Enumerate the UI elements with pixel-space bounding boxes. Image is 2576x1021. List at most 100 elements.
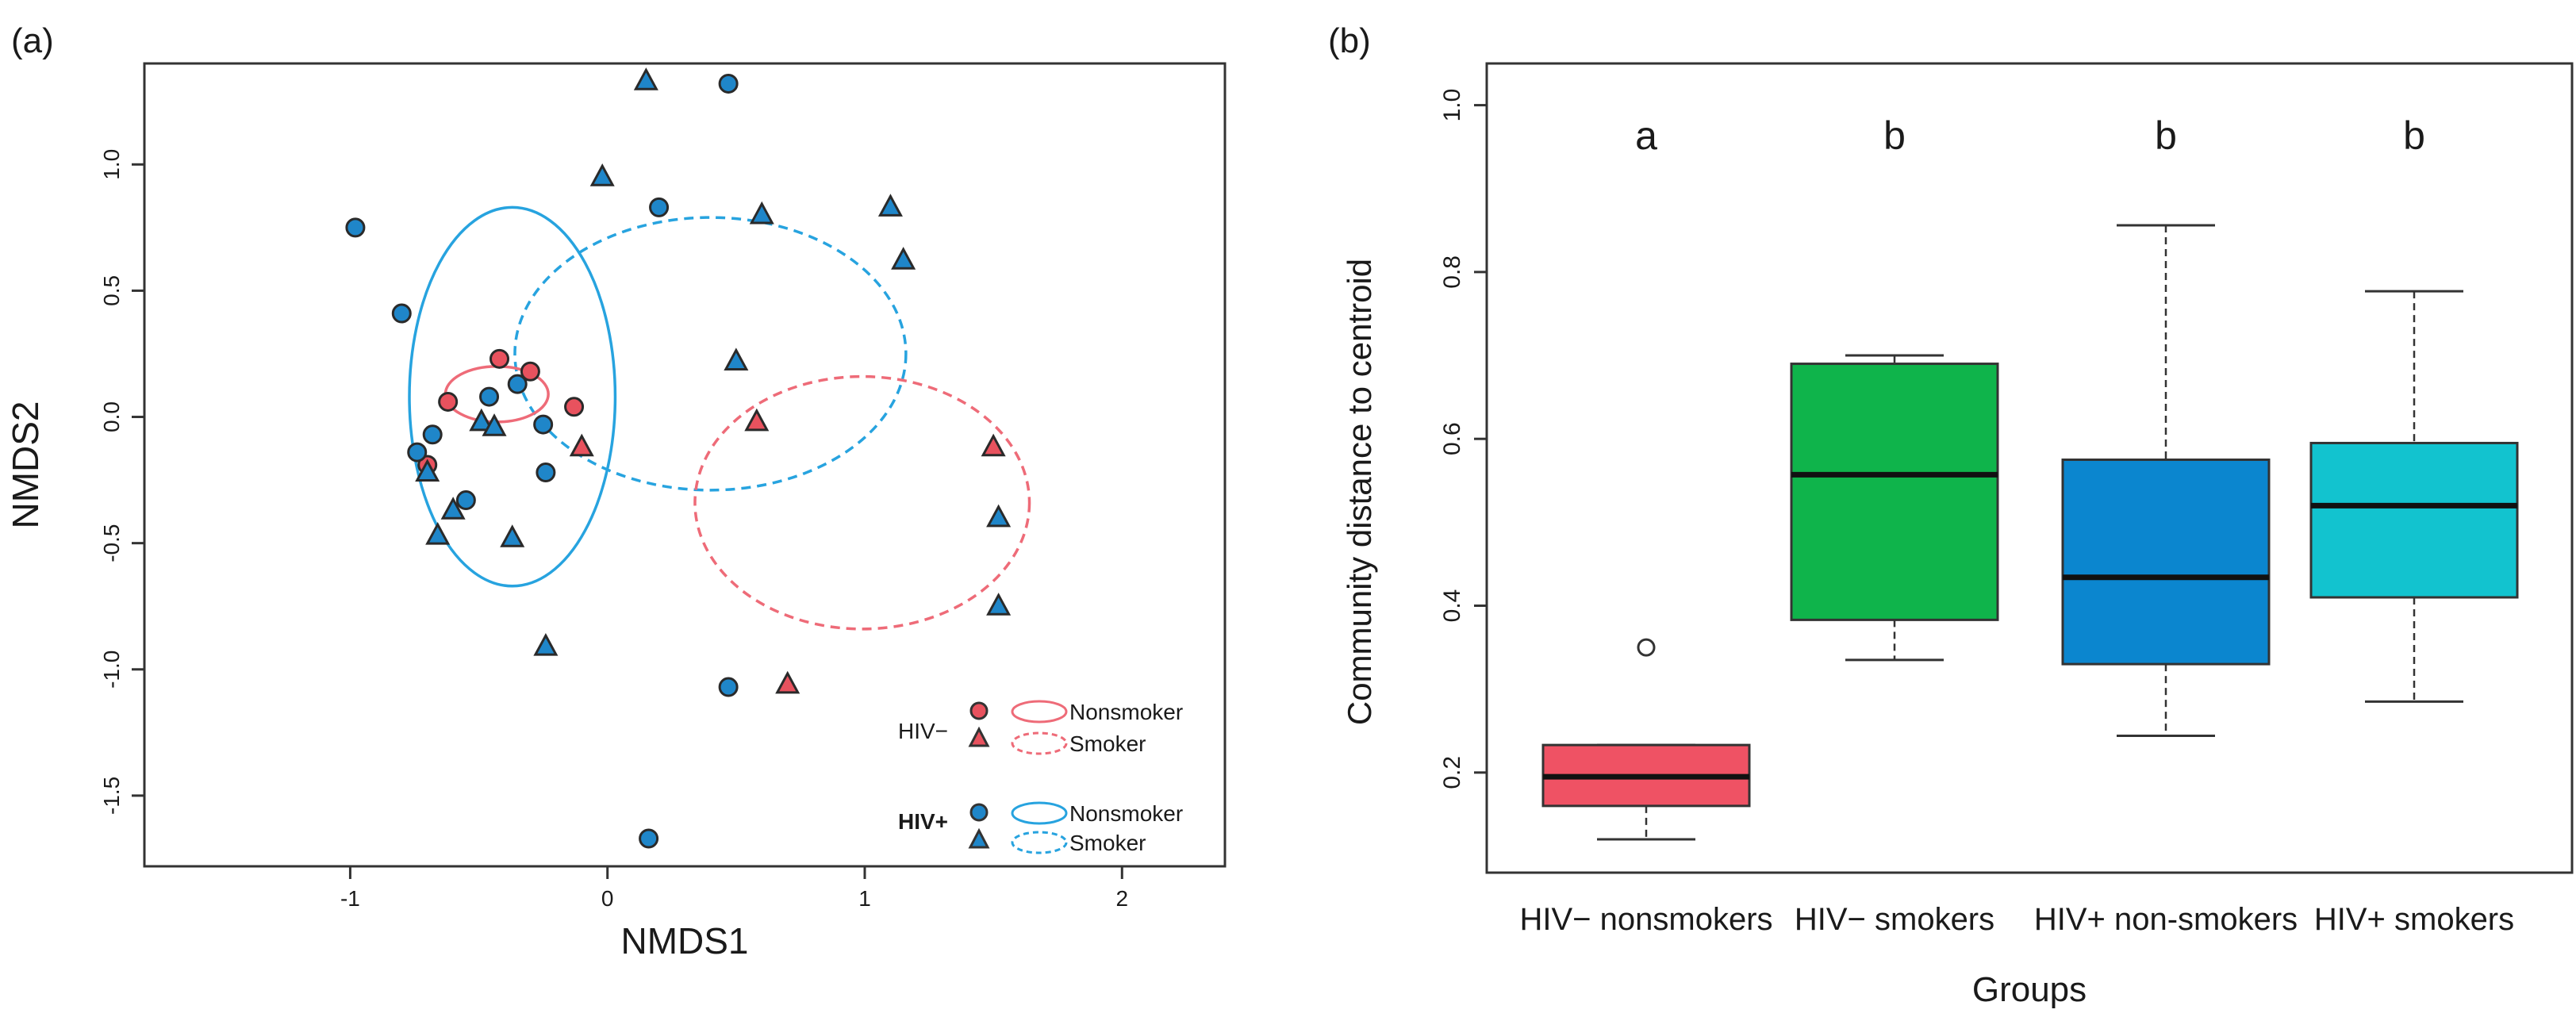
x-category-label: HIV+ non-smokers	[2034, 902, 2298, 937]
box-hiv-smokers	[1790, 354, 1999, 662]
point-hiv-smoker	[425, 521, 451, 545]
point-hiv-smoker	[440, 497, 466, 520]
legend-entry-hivneg-smoker: Smoker	[1069, 731, 1146, 756]
x-axis-b-label: Groups	[1972, 970, 2087, 1009]
y-tick-label-b: 0.2	[1439, 756, 1465, 789]
legend-hivpos-circle-icon	[969, 803, 989, 822]
legend-entry-hivneg-nonsmoker: Nonsmoker	[1069, 700, 1183, 724]
point-hiv-nonsmoker	[564, 397, 585, 417]
box-hivpos-smokers	[2309, 290, 2519, 703]
legend-entry-hivpos-smoker: Smoker	[1069, 831, 1146, 855]
point-hiv-nonsmoker	[718, 73, 739, 94]
significance-letter: a	[1635, 113, 1657, 158]
legend-hivpos-smoker-ellipse-icon	[1011, 831, 1068, 854]
y-tick-label-a: 0.5	[99, 275, 124, 306]
legend-hivneg-triangle-icon	[968, 726, 990, 747]
point-hiv-nonsmoker	[489, 348, 510, 369]
point-hiv-smoker	[569, 433, 594, 457]
point-hiv-nonsmoker	[345, 217, 366, 238]
point-hiv-smoker	[891, 247, 916, 270]
point-hiv-nonsmoker	[438, 391, 459, 412]
legend-a: HIV− HIV+ Nonsmoker Smoker Nonsmoker Smo…	[898, 700, 1183, 855]
panel-b: (b) 0.2 0.4 0.6 0.8 1.0 a b b b HIV− nonsmokers…	[1328, 21, 2574, 1009]
point-hiv-nonsmoker	[639, 828, 659, 849]
point-hiv-nonsmoker	[507, 374, 528, 394]
y-tick-label-b: 0.6	[1439, 422, 1465, 455]
legend-hivneg-circle-icon	[969, 701, 989, 720]
box-iqr	[2061, 458, 2271, 666]
ellipse-hiv-smoker	[693, 374, 1031, 631]
point-hiv-smoker	[775, 670, 800, 694]
point-hiv-smoker	[986, 504, 1012, 528]
box-hiv-nonsmokers	[1541, 638, 1751, 841]
point-hiv-smoker	[500, 524, 525, 547]
ellipse-hiv-nonsmoker	[408, 205, 617, 588]
box-iqr	[2309, 441, 2519, 599]
ellipse-hiv-smoker	[513, 216, 908, 492]
point-hiv-smoker	[744, 408, 770, 432]
panel-a: (a) -1 0 1 2 -1.5 -1.0 -0.5 0.0 0.5 1.0 NMDS1 NM…	[5, 21, 1227, 962]
y-axis-a-label: NMDS2	[5, 401, 46, 528]
point-hiv-smoker	[482, 413, 507, 436]
point-hiv-nonsmoker	[407, 442, 428, 463]
point-hiv-smoker	[749, 201, 774, 225]
y-axis-b-label: Community distance to centroid	[1341, 259, 1378, 725]
point-hiv-nonsmoker	[455, 490, 476, 511]
x-category-label: HIV− smokers	[1795, 902, 1994, 937]
legend-hivpos-triangle-icon	[968, 827, 990, 849]
x-axis-a: -1 0 1 2	[340, 865, 1128, 911]
x-tick-label-a: 2	[1115, 886, 1128, 911]
y-tick-label-a: -0.5	[99, 524, 124, 562]
y-tick-label-a: -1.5	[99, 777, 124, 815]
x-tick-label-a: -1	[340, 886, 360, 911]
legend-group-hiv-pos: HIV+	[898, 809, 948, 834]
legend-group-hiv-neg: HIV−	[898, 719, 948, 743]
x-tick-label-a: 0	[601, 886, 614, 911]
y-axis-b: 0.2 0.4 0.6 0.8 1.0	[1439, 89, 1488, 789]
panel-a-label: (a)	[11, 21, 54, 60]
point-layer	[345, 67, 1012, 849]
ellipse-layer	[408, 205, 1031, 631]
outlier-point	[1637, 638, 1656, 657]
box-iqr	[1790, 363, 1999, 621]
point-hiv-nonsmoker	[536, 463, 556, 483]
significance-letter: b	[2403, 113, 2425, 158]
x-axis-a-label: NMDS1	[620, 920, 748, 962]
point-hiv-smoker	[589, 163, 615, 186]
point-hiv-smoker	[981, 433, 1006, 457]
x-tick-label-a: 1	[858, 886, 871, 911]
x-axis-b: HIV− nonsmokers HIV− smokers HIV+ non-smok…	[1519, 902, 2514, 937]
x-category-label: HIV+ smokers	[2314, 902, 2514, 937]
point-hiv-smoker	[533, 632, 559, 656]
point-hiv-smoker	[415, 459, 440, 482]
box-hivpos-non-smokers	[2061, 224, 2271, 738]
legend-hivneg-smoker-ellipse-icon	[1011, 731, 1068, 755]
y-tick-label-a: 0.0	[99, 401, 124, 432]
point-hiv-smoker	[633, 67, 658, 90]
point-hiv-nonsmoker	[649, 197, 670, 217]
y-axis-a: -1.5 -1.0 -0.5 0.0 0.5 1.0	[99, 149, 146, 815]
point-hiv-nonsmoker	[391, 303, 412, 324]
x-category-label: HIV− nonsmokers	[1519, 902, 1772, 937]
y-tick-label-a: -1.0	[99, 651, 124, 689]
point-hiv-smoker	[724, 347, 749, 371]
legend-hivpos-nonsmoker-ellipse-icon	[1011, 801, 1068, 825]
y-tick-label-b: 1.0	[1439, 89, 1465, 122]
significance-letter: b	[2155, 113, 2177, 158]
point-hiv-smoker	[986, 593, 1012, 616]
y-tick-label-a: 1.0	[99, 149, 124, 180]
significance-letter: b	[1883, 113, 1906, 158]
legend-entry-hivpos-nonsmoker: Nonsmoker	[1069, 801, 1183, 826]
panel-b-label: (b)	[1328, 21, 1371, 60]
point-hiv-nonsmoker	[422, 424, 443, 445]
y-tick-label-b: 0.4	[1439, 589, 1465, 623]
y-tick-label-b: 0.8	[1439, 255, 1465, 289]
plot-a-frame	[143, 62, 1227, 868]
point-hiv-nonsmoker	[479, 386, 500, 407]
point-hiv-smoker	[877, 194, 903, 217]
box-layer	[1541, 224, 2519, 841]
point-hiv-nonsmoker	[718, 677, 739, 697]
legend-hivneg-nonsmoker-ellipse-icon	[1011, 700, 1068, 724]
